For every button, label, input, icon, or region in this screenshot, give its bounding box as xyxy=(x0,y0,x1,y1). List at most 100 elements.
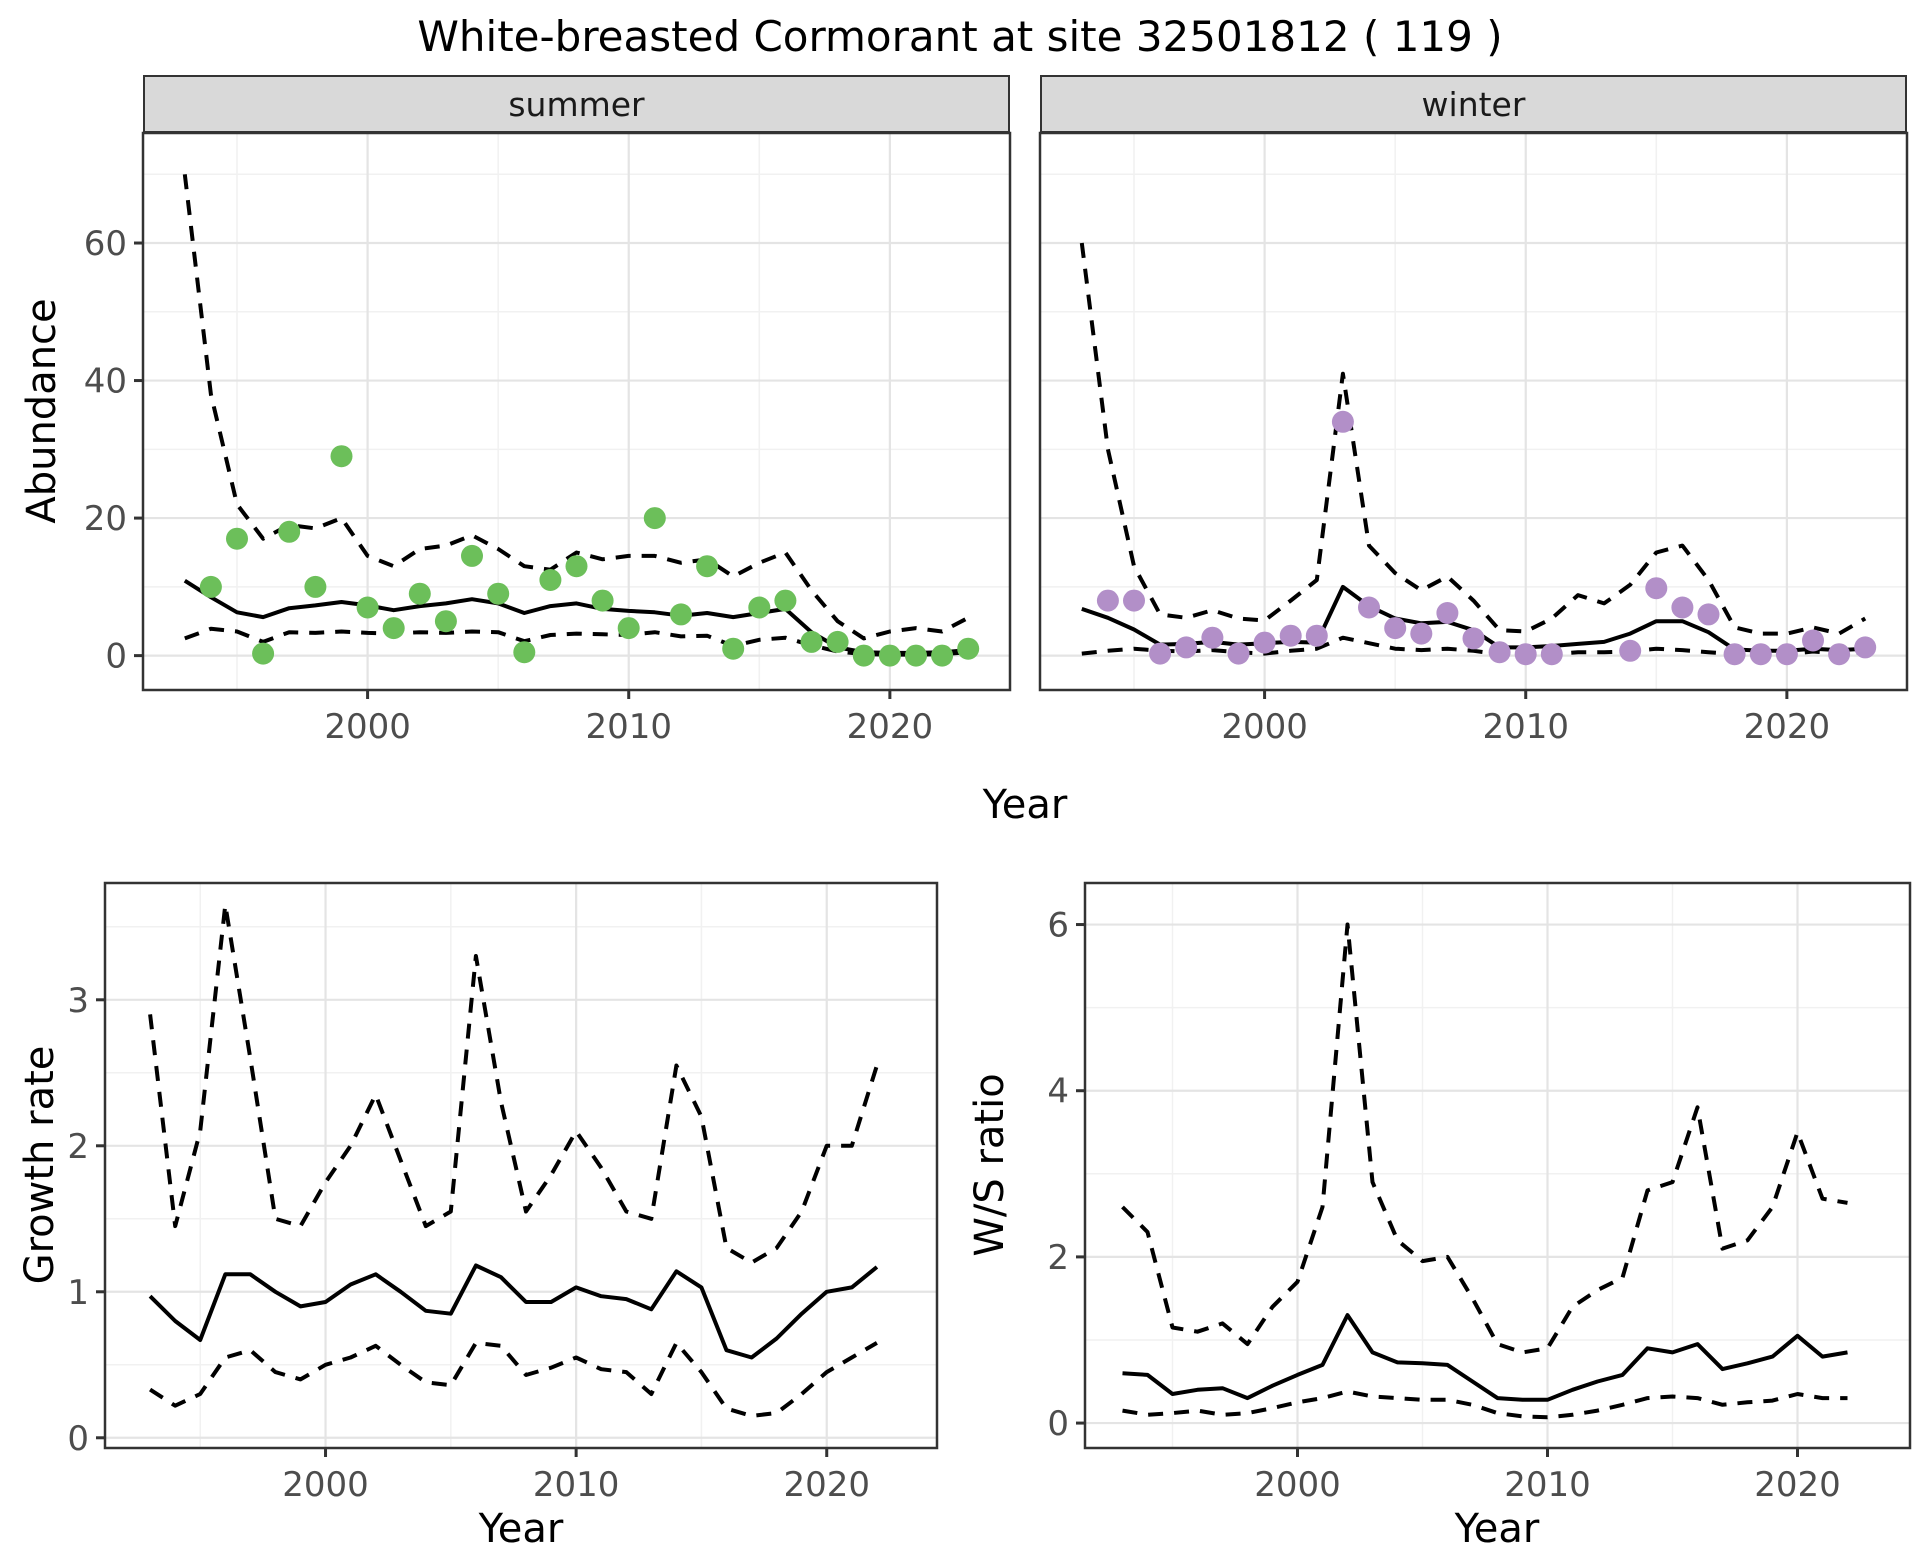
abundance-winter-observation-point xyxy=(1175,636,1198,659)
panel-border xyxy=(1083,881,1912,1450)
abundance-summer-observation-point xyxy=(722,637,745,660)
growth-rate-ci-lower-line xyxy=(149,1340,878,1418)
x-axis-tick-label: 2020 xyxy=(1744,707,1831,747)
x-axis-tick-label: 2020 xyxy=(847,707,934,747)
y-axis-tick-label: 0 xyxy=(1047,1404,1069,1444)
abundance-winter-observation-point xyxy=(1775,643,1798,666)
abundance-summer-observation-point xyxy=(670,603,692,626)
abundance-summer-observation-point xyxy=(748,596,771,619)
abundance-winter-observation-point xyxy=(1488,641,1511,664)
abundance-axis-title: Abundance xyxy=(19,298,65,524)
growth-rate-fit-line xyxy=(148,1263,879,1360)
y-axis-tick-label: 2 xyxy=(1047,1238,1069,1278)
abundance-summer-observation-point xyxy=(487,582,510,605)
abundance-summer-fit-line xyxy=(183,579,969,655)
ws-ratio-ci-lower-line xyxy=(1122,1389,1848,1420)
abundance-winter-observation-point xyxy=(1854,636,1877,659)
abundance-winter-observation-point xyxy=(1331,410,1354,433)
abundance-summer-ci-upper-line xyxy=(182,174,970,641)
abundance-summer-observation-point xyxy=(565,555,588,578)
abundance-summer-observation-point xyxy=(434,610,457,633)
x-axis-tick-label: 2000 xyxy=(282,1465,369,1505)
panel-border xyxy=(141,131,1012,692)
abundance-winter-observation-point xyxy=(1096,589,1119,612)
page-title: White-breasted Cormorant at site 3250181… xyxy=(417,12,1503,61)
abundance-winter-observation-point xyxy=(1227,642,1250,665)
abundance-summer-observation-point xyxy=(278,520,301,543)
growth-rate-ci-upper-line xyxy=(148,902,879,1265)
abundance-winter-observation-point xyxy=(1253,631,1276,654)
ws-ratio-axis-title: W/S ratio xyxy=(967,1073,1013,1257)
abundance-summer-observation-point xyxy=(461,544,483,567)
abundance-summer-observation-point xyxy=(617,617,640,640)
facet-strip-summer: summer xyxy=(143,75,1010,133)
abundance-summer-observation-point xyxy=(931,644,954,667)
abundance-winter-observation-point xyxy=(1384,617,1407,640)
abundance-summer-observation-point xyxy=(905,644,927,667)
abundance-winter-observation-point xyxy=(1358,596,1380,619)
abundance-summer-observation-point xyxy=(826,630,849,653)
y-axis-tick-label: 3 xyxy=(67,981,89,1021)
abundance-winter-observation-point xyxy=(1619,639,1642,662)
abundance-summer-observation-point xyxy=(591,589,614,612)
abundance-winter-observation-point xyxy=(1201,626,1224,649)
abundance-summer-observation-point xyxy=(408,582,431,605)
abundance-winter-observation-point xyxy=(1828,643,1851,666)
growth-rate-axis-title: Growth rate xyxy=(17,1045,63,1285)
abundance-summer-observation-point xyxy=(878,644,901,667)
abundance-winter-observation-point xyxy=(1645,577,1668,600)
abundance-summer-observation-point xyxy=(852,644,875,667)
x-axis-tick-label: 2000 xyxy=(1254,1465,1341,1505)
x-axis-tick-label: 2010 xyxy=(1504,1465,1591,1505)
abundance-winter-observation-point xyxy=(1514,643,1537,666)
abundance-summer-observation-point xyxy=(304,575,327,598)
abundance-winter-observation-point xyxy=(1802,629,1824,652)
abundance-summer-observation-point xyxy=(696,555,719,578)
x-axis-tick-label: 2000 xyxy=(1221,707,1308,747)
abundance-summer-observation-point xyxy=(356,596,379,619)
x-axis-tick-label: 2010 xyxy=(585,707,672,747)
y-axis-tick-label: 40 xyxy=(84,362,127,402)
abundance-winter-observation-point xyxy=(1436,602,1459,624)
ws-ratio-fit-line xyxy=(1122,1313,1848,1402)
abundance-summer-observation-point xyxy=(957,637,980,660)
abundance-summer-observation-point xyxy=(199,575,222,598)
top-x-axis-title: Year xyxy=(982,782,1068,828)
abundance-winter-observation-point xyxy=(1149,642,1172,665)
abundance-winter-ci-upper-line xyxy=(1079,242,1867,636)
abundance-winter-observation-point xyxy=(1697,603,1720,626)
y-axis-tick-label: 2 xyxy=(67,1127,89,1167)
abundance-winter-observation-point xyxy=(1279,624,1302,647)
y-axis-tick-label: 0 xyxy=(67,1419,89,1459)
x-axis-tick-label: 2020 xyxy=(783,1465,870,1505)
y-axis-tick-label: 1 xyxy=(67,1273,89,1313)
abundance-winter-observation-point xyxy=(1723,643,1746,666)
abundance-winter-observation-point xyxy=(1540,643,1563,666)
y-axis-tick-label: 0 xyxy=(105,637,127,677)
abundance-summer-observation-point xyxy=(774,589,797,612)
abundance-winter-observation-point xyxy=(1749,643,1772,666)
x-axis-tick-label: 2010 xyxy=(533,1465,620,1505)
facet-strip-winter: winter xyxy=(1040,75,1907,133)
abundance-winter-observation-point xyxy=(1123,589,1145,612)
abundance-winter-observation-point xyxy=(1410,622,1433,645)
abundance-summer-observation-point xyxy=(226,527,248,550)
abundance-summer-observation-point xyxy=(800,630,823,653)
abundance-summer-ci-lower-line xyxy=(184,626,969,657)
x-axis-tick-label: 2000 xyxy=(324,707,411,747)
x-axis-tick-label: 2020 xyxy=(1754,1465,1841,1505)
abundance-summer-observation-point xyxy=(513,641,536,664)
abundance-summer-observation-point xyxy=(382,617,405,640)
y-axis-tick-label: 4 xyxy=(1047,1072,1069,1112)
ws-x-axis-title: Year xyxy=(1454,1506,1540,1552)
abundance-winter-observation-point xyxy=(1462,627,1485,650)
growth-x-axis-title: Year xyxy=(478,1506,564,1552)
abundance-summer-observation-point xyxy=(539,569,562,591)
abundance-winter-observation-point xyxy=(1671,596,1694,619)
y-axis-tick-label: 20 xyxy=(84,499,127,539)
abundance-summer-observation-point xyxy=(252,642,275,665)
panel-border xyxy=(103,881,939,1450)
abundance-winter-observation-point xyxy=(1305,624,1328,647)
y-axis-tick-label: 6 xyxy=(1047,906,1069,946)
